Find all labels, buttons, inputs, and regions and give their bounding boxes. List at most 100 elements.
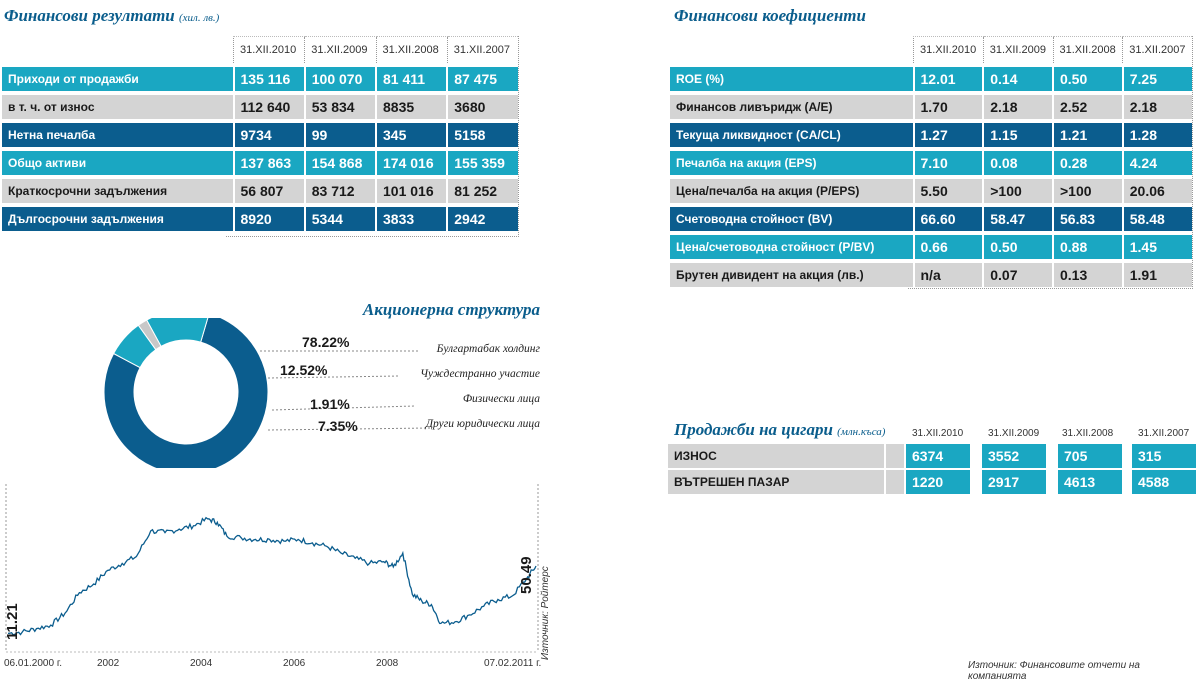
start-value-label: 11.21 <box>4 603 21 640</box>
shareholder-title: Акционерна структура <box>362 300 540 319</box>
cig-col-header: 31.XII.2007 <box>1138 428 1190 439</box>
cell-value: 112 640 <box>232 91 305 121</box>
cell-value: 0.66 <box>912 231 984 261</box>
table-row: Счетоводна стойност (BV) 66.60 58.47 56.83 5… <box>668 203 1192 233</box>
cig-cell-value: 4613 <box>1058 470 1122 494</box>
share-price-line-chart <box>5 484 539 653</box>
table-row: Цена/печалба на акция (P/EPS) 5.50 >100 >10… <box>668 175 1192 205</box>
col-header: 31.XII.2008 <box>375 36 448 65</box>
header-blank <box>669 37 914 66</box>
cell-value: 0.50 <box>982 231 1053 261</box>
row-label: ROE (%) <box>668 63 914 93</box>
cell-value: 8835 <box>374 91 448 121</box>
table-row: Нетна печалба 9734 99 345 5158 <box>0 119 518 149</box>
x-end-label: 07.02.2011 г. <box>484 658 542 669</box>
chart-source: Източник: Ройтерс <box>540 566 551 660</box>
col-header: 31.XII.2010 <box>232 36 305 65</box>
cig-cell-value: 705 <box>1058 444 1122 468</box>
row-label: в т. ч. от износ <box>0 91 234 121</box>
cell-value: 87 475 <box>446 63 518 93</box>
end-value-label: 50.49 <box>518 556 535 594</box>
cell-value: 137 863 <box>232 147 305 177</box>
cell-value: 2.18 <box>982 91 1053 121</box>
row-label: Брутен дивидент на акция (лв.) <box>668 259 914 287</box>
cell-value: 1.91 <box>1121 259 1192 287</box>
table-row: Краткосрочни задължения 56 807 83 712 101 0… <box>0 175 518 205</box>
col-header: 31.XII.2007 <box>1122 36 1192 65</box>
cell-value: 1.27 <box>912 119 984 149</box>
legend-entry: Други юридически лица <box>425 418 540 430</box>
fin-ratios-table: 31.XII.2010 31.XII.2009 31.XII.2008 31.X… <box>668 36 1192 287</box>
cell-value: n/a <box>912 259 984 287</box>
fin-ratios-header-row: 31.XII.2010 31.XII.2009 31.XII.2008 31.X… <box>669 36 1192 66</box>
cell-value: 0.13 <box>1052 259 1123 287</box>
table-row: Дългосрочни задължения 8920 5344 3833 2942 <box>0 203 518 231</box>
pct-label: 78.22% <box>302 334 350 350</box>
table-row: Текуща ликвидност (CA/CL) 1.27 1.15 1.21 1.2… <box>668 119 1192 149</box>
row-label: Общо активи <box>0 147 234 177</box>
cig-row-gap <box>886 470 904 494</box>
cig-cell-value: 3552 <box>982 444 1046 468</box>
cig-sales-unit: (млн.къса) <box>837 426 886 438</box>
cell-value: 99 <box>303 119 376 149</box>
pct-label: 1.91% <box>310 396 350 412</box>
cell-value: 101 016 <box>374 175 448 205</box>
cell-value: 345 <box>374 119 448 149</box>
fin-results-frame <box>226 36 519 237</box>
cell-value: 83 712 <box>303 175 376 205</box>
row-label: Цена/печалба на акция (P/EPS) <box>668 175 914 205</box>
row-label: Текуща ликвидност (CA/CL) <box>668 119 914 149</box>
fin-results-title: Финансови резултати (хил. лв.) <box>4 6 219 26</box>
cell-value: 53 834 <box>303 91 376 121</box>
fin-results-header-row: 31.XII.2010 31.XII.2009 31.XII.2008 31.X… <box>1 36 518 65</box>
table-row: Общо активи 137 863 154 868 174 016 155 359 <box>0 147 518 177</box>
row-label: Счетоводна стойност (BV) <box>668 203 914 233</box>
legend-entry: Булгартабак холдинг <box>436 343 540 355</box>
cell-value: 2.18 <box>1121 91 1192 121</box>
cell-value: 1.28 <box>1121 119 1192 149</box>
cell-value: >100 <box>1052 175 1123 205</box>
fin-results-table: 31.XII.2010 31.XII.2009 31.XII.2008 31.X… <box>0 36 518 231</box>
cell-value: 174 016 <box>374 147 448 177</box>
cell-value: >100 <box>982 175 1053 205</box>
legend-entry: Физически лица <box>462 393 540 405</box>
shareholder-donut-chart <box>103 318 431 468</box>
cig-row-gap <box>886 444 904 468</box>
cig-sales-title-text: Продажби на цигари <box>674 420 833 439</box>
cell-value: 5.50 <box>912 175 984 205</box>
cell-value: 2942 <box>446 203 518 231</box>
cell-value: 155 359 <box>446 147 518 177</box>
col-header: 31.XII.2008 <box>1052 36 1123 65</box>
table-row: в т. ч. от износ 112 640 53 834 8835 3680 <box>0 91 518 121</box>
x-tick-label: 2002 <box>97 658 120 669</box>
row-label: Приходи от продажби <box>0 63 234 93</box>
cell-value: 1.15 <box>982 119 1053 149</box>
row-label: Дългосрочни задължения <box>0 203 234 231</box>
cig-row-label: ВЪТРЕШЕН ПАЗАР <box>668 470 884 494</box>
cell-value: 5158 <box>446 119 518 149</box>
cell-value: 1.21 <box>1052 119 1123 149</box>
source-note: Източник: Финансовите отчети на компания… <box>968 660 1140 682</box>
cell-value: 20.06 <box>1121 175 1192 205</box>
cell-value: 81 411 <box>374 63 448 93</box>
cig-col-header: 31.XII.2008 <box>1062 428 1114 439</box>
row-label: Нетна печалба <box>0 119 234 149</box>
fin-ratios-frame <box>908 36 1193 289</box>
cell-value: 8920 <box>232 203 305 231</box>
cell-value: 3680 <box>446 91 518 121</box>
fin-results-unit: (хил. лв.) <box>179 12 220 24</box>
cell-value: 56 807 <box>232 175 305 205</box>
cig-cell-value: 2917 <box>982 470 1046 494</box>
cell-value: 58.48 <box>1121 203 1192 233</box>
cell-value: 4.24 <box>1121 147 1192 177</box>
cell-value: 2.52 <box>1052 91 1123 121</box>
col-header: 31.XII.2009 <box>304 36 376 65</box>
fin-ratios-title: Финансови коефициенти <box>674 6 866 25</box>
cell-value: 66.60 <box>912 203 984 233</box>
cell-value: 0.28 <box>1052 147 1123 177</box>
row-label: Краткосрочни задължения <box>0 175 234 205</box>
cell-value: 7.10 <box>912 147 984 177</box>
x-tick-label: 2006 <box>283 658 306 669</box>
cell-value: 56.83 <box>1052 203 1123 233</box>
table-row: Печалба на акция (EPS) 7.10 0.08 0.28 4.24 <box>668 147 1192 177</box>
